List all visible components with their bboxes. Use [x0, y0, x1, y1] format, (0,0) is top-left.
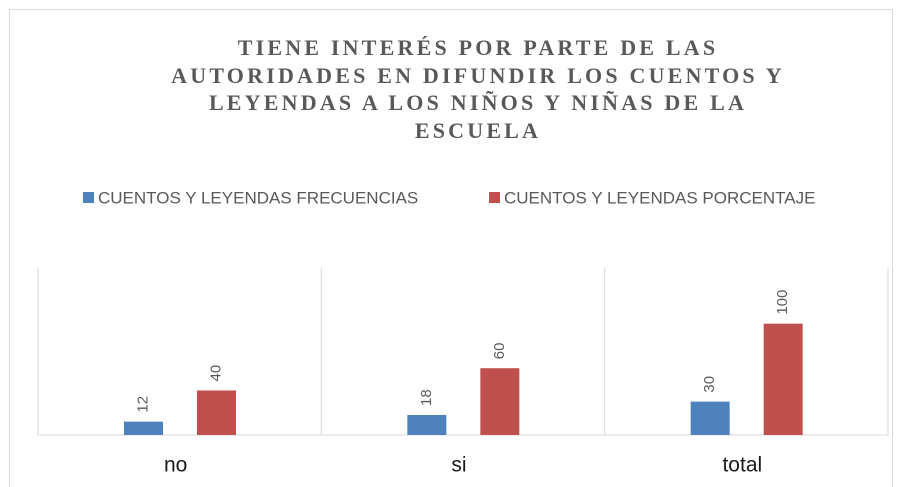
- value-label: 30: [701, 376, 718, 393]
- bar: [197, 390, 236, 435]
- legend-swatch: [83, 192, 94, 203]
- legend-label: CUENTOS Y LEYENDAS PORCENTAJE: [504, 188, 815, 207]
- bar: [763, 323, 803, 435]
- x-tick-label: si: [451, 454, 466, 477]
- value-label: 100: [774, 290, 791, 315]
- legend-label: CUENTOS Y LEYENDAS FRECUENCIAS: [98, 188, 418, 207]
- value-label: 18: [418, 389, 435, 406]
- value-label: 40: [207, 365, 224, 382]
- value-label: 60: [491, 343, 508, 360]
- bar: [690, 401, 730, 435]
- x-tick-label: total: [722, 454, 762, 477]
- x-tick-label: no: [164, 454, 187, 477]
- bar: [407, 414, 447, 435]
- chart-title: TIENE INTERÉS POR PARTE DE LAS AUTORIDAD…: [171, 35, 785, 143]
- value-label: 12: [134, 396, 151, 413]
- legend-swatch: [489, 192, 500, 203]
- bar: [124, 421, 163, 435]
- bar: [480, 368, 520, 435]
- chart-frame: [9, 9, 893, 487]
